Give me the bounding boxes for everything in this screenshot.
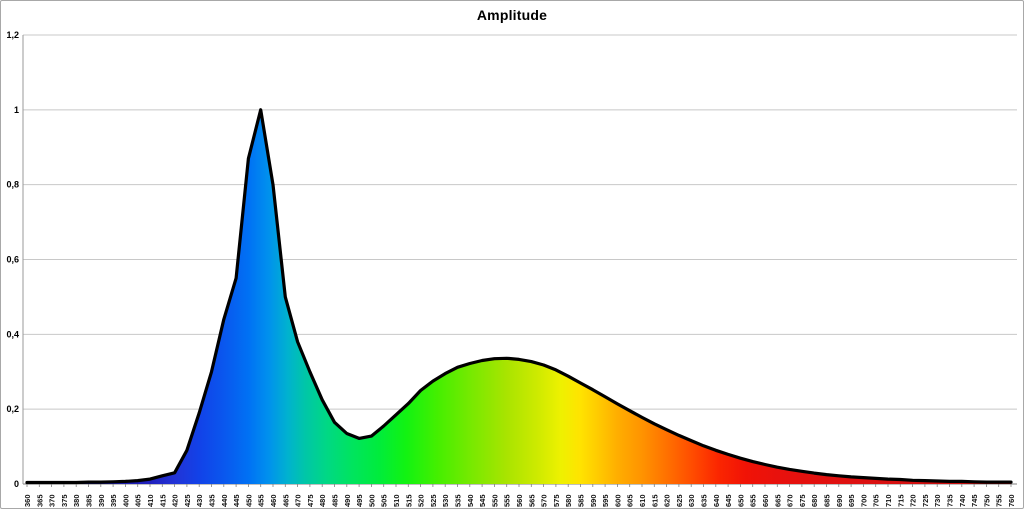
x-axis-tick-label: 670: [786, 494, 795, 507]
x-axis-tick-label: 520: [417, 494, 426, 507]
x-axis-tick-label: 615: [650, 494, 659, 507]
y-axis-tick-label: 0: [14, 479, 19, 489]
x-axis-tick-label: 475: [306, 494, 315, 507]
y-axis-tick-label: 0,4: [6, 329, 19, 339]
x-axis-tick-label: 560: [515, 494, 524, 507]
x-axis-tick-label: 400: [121, 494, 130, 507]
x-axis-tick-label: 645: [724, 494, 733, 507]
x-axis-tick-label: 735: [946, 494, 955, 507]
x-axis-tick-label: 415: [158, 494, 167, 507]
x-axis-tick-label: 740: [958, 494, 967, 507]
x-axis-tick-label: 480: [318, 494, 327, 507]
x-axis-tick-label: 610: [638, 494, 647, 507]
y-axis-tick-label: 1,2: [6, 30, 19, 40]
x-axis-tick-label: 625: [675, 494, 684, 507]
x-axis-tick-label: 745: [970, 494, 979, 507]
x-axis-tick-label: 755: [995, 494, 1004, 507]
x-axis-tick-label: 535: [454, 494, 463, 507]
x-axis-tick-label: 655: [749, 494, 758, 507]
x-axis-tick-label: 450: [244, 494, 253, 507]
x-axis-tick-label: 460: [269, 494, 278, 507]
x-axis-tick-label: 445: [232, 494, 241, 507]
x-axis-tick-label: 410: [146, 494, 155, 507]
x-axis-tick-label: 600: [613, 494, 622, 507]
x-axis-tick-label: 540: [466, 494, 475, 507]
x-axis-tick-label: 595: [601, 494, 610, 507]
x-axis-tick-label: 430: [195, 494, 204, 507]
chart-title: Amplitude: [476, 7, 548, 23]
x-axis-tick-label: 710: [884, 494, 893, 507]
x-axis-tick-label: 605: [626, 494, 635, 507]
x-axis-tick-label: 690: [835, 494, 844, 507]
x-axis-tick-label: 555: [503, 494, 512, 507]
x-axis-tick-label: 665: [773, 494, 782, 507]
x-axis-tick-label: 485: [331, 494, 340, 507]
x-axis-tick-label: 565: [527, 494, 536, 507]
x-axis-tick-label: 570: [540, 494, 549, 507]
y-axis-tick-label: 0,2: [6, 404, 19, 414]
x-axis-tick-label: 360: [23, 494, 32, 507]
x-axis-tick-label: 695: [847, 494, 856, 507]
x-axis-tick-label: 640: [712, 494, 721, 507]
x-axis-tick-label: 630: [687, 494, 696, 507]
x-axis-tick-label: 500: [367, 494, 376, 507]
x-axis-tick-label: 680: [810, 494, 819, 507]
x-axis-tick-label: 405: [134, 494, 143, 507]
x-axis-tick-label: 465: [281, 494, 290, 507]
x-axis-tick-label: 725: [921, 494, 930, 507]
x-axis-tick-label: 365: [35, 494, 44, 507]
x-axis-tick-label: 470: [294, 494, 303, 507]
y-axis-tick-label: 0,8: [6, 180, 19, 190]
x-axis-tick-label: 385: [85, 494, 94, 507]
x-axis-tick-label: 510: [392, 494, 401, 507]
x-axis-tick-label: 685: [823, 494, 832, 507]
x-axis-tick-label: 715: [896, 494, 905, 507]
x-axis-tick-label: 440: [220, 494, 229, 507]
x-axis-tick-label: 750: [982, 494, 991, 507]
x-axis-tick-label: 380: [72, 494, 81, 507]
x-axis-tick-label: 635: [700, 494, 709, 507]
x-axis-tick-label: 420: [171, 494, 180, 507]
x-axis-tick-label: 545: [478, 494, 487, 507]
x-axis-tick-label: 650: [736, 494, 745, 507]
x-axis-tick-label: 580: [564, 494, 573, 507]
x-axis-tick-label: 720: [909, 494, 918, 507]
x-axis-tick-label: 515: [404, 494, 413, 507]
x-axis-tick-label: 375: [60, 494, 69, 507]
x-axis-tick-label: 495: [355, 494, 364, 507]
y-axis-tick-label: 1: [14, 105, 19, 115]
x-axis-tick-label: 730: [933, 494, 942, 507]
x-axis-tick-label: 660: [761, 494, 770, 507]
x-axis-tick-label: 455: [257, 494, 266, 507]
x-axis-tick-label: 505: [380, 494, 389, 507]
x-axis-tick-label: 705: [872, 494, 881, 507]
x-axis-tick-label: 575: [552, 494, 561, 507]
x-axis-tick-label: 760: [1007, 494, 1016, 507]
x-axis-tick-label: 390: [97, 494, 106, 507]
x-axis-tick-label: 525: [429, 494, 438, 507]
spectrum-area-fill: [27, 109, 1011, 485]
x-axis-tick-label: 590: [589, 494, 598, 507]
x-axis-tick-label: 585: [577, 494, 586, 507]
x-axis-tick-label: 425: [183, 494, 192, 507]
x-axis-tick-label: 675: [798, 494, 807, 507]
x-axis-tick-label: 370: [48, 494, 57, 507]
x-axis-tick-label: 550: [490, 494, 499, 507]
x-axis-tick-label: 395: [109, 494, 118, 507]
x-axis-tick-label: 530: [441, 494, 450, 507]
x-axis-tick-label: 700: [859, 494, 868, 507]
spectrum-curve: [25, 108, 1013, 485]
y-axis-tick-label: 0,6: [6, 255, 19, 265]
x-axis-tick-label: 435: [208, 494, 217, 507]
x-axis-tick-label: 490: [343, 494, 352, 507]
x-axis-tick-label: 620: [663, 494, 672, 507]
